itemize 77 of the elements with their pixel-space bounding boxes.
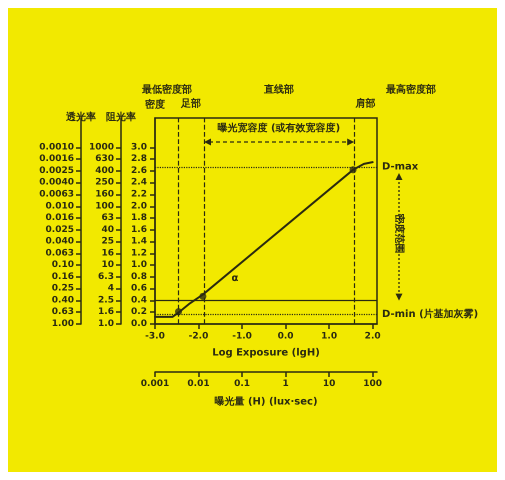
text: 25 [101, 236, 114, 247]
text: 0.01 [187, 379, 210, 389]
y-tick-label: 3.0 [131, 142, 147, 152]
text: 160 [95, 190, 114, 200]
x-tick-label: -1.0 [232, 332, 252, 342]
text: 40 [101, 224, 114, 235]
point [175, 308, 182, 316]
text: 0.025 [46, 224, 74, 235]
text: 0.063 [46, 248, 74, 258]
y-tick-label: 0.6 [131, 284, 147, 294]
text: 100 [363, 379, 382, 389]
x-tick-label: 1.0 [321, 332, 338, 342]
y-tick-label: 1.2 [131, 248, 147, 258]
text: 0.40 [52, 295, 74, 306]
y-tick-label: 2.4 [131, 178, 147, 188]
annotation: α [231, 272, 238, 284]
text: 10 [101, 260, 114, 270]
y-tick-label: 2.8 [131, 154, 147, 164]
text: 最高密度部 [385, 84, 436, 96]
text: 1.00 [52, 319, 74, 329]
text: 0.0040 [39, 178, 74, 188]
ref-line-label: D-max [382, 161, 419, 172]
point [350, 166, 357, 174]
x-axis-title: Log Exposure (lgH) [212, 348, 320, 358]
y-tick-label: 1.0 [131, 260, 147, 270]
text: 透光率 [65, 110, 96, 123]
text: 1000 [88, 142, 114, 152]
text: 1 [282, 379, 289, 389]
text: 6.3 [98, 272, 114, 282]
text: 250 [95, 178, 114, 188]
text: 0.0016 [39, 154, 74, 164]
text: 曝光量 (H) (lux·sec) [214, 396, 318, 408]
y-tick-label: 0.2 [131, 307, 147, 318]
y-tick-label: 2.0 [131, 201, 147, 212]
x-tick-label: 2.0 [364, 332, 381, 342]
y-tick-label: 2.6 [131, 166, 147, 176]
annotation: 曝光宽容度 (或有效宽容度) [218, 122, 340, 134]
y-tick-label: 2.2 [131, 190, 147, 200]
text: 阻光率 [106, 110, 136, 123]
text: 10 [322, 379, 336, 389]
text: 肩部 [354, 98, 376, 110]
text: 100 [95, 201, 114, 212]
text: 0.0010 [39, 142, 74, 152]
text: 0.10 [52, 260, 74, 270]
text: 1.6 [98, 307, 114, 318]
y-tick-label: 1.8 [131, 213, 147, 224]
text: 0.010 [46, 201, 74, 212]
text: 4 [108, 284, 114, 294]
text: 1.0 [98, 319, 114, 329]
text: 0.63 [52, 307, 74, 318]
text: 2.5 [98, 295, 114, 306]
text: 63 [101, 213, 114, 224]
text: 0.016 [46, 213, 74, 224]
text: 0.25 [52, 284, 74, 294]
point [199, 292, 206, 300]
y-axis-title: 密度 [145, 98, 165, 110]
text: 0.001 [140, 379, 170, 389]
text: 最低密度部 [140, 84, 192, 96]
text: 0.040 [46, 236, 74, 247]
x-tick-label: -3.0 [145, 332, 165, 342]
text: 400 [95, 166, 114, 176]
text: 0.0025 [39, 166, 74, 176]
text: 16 [101, 248, 114, 258]
text: 0.0063 [39, 190, 74, 200]
ref-line-label: D-min (片基加灰雾) [382, 308, 478, 320]
x-tick-label: -2.0 [188, 332, 208, 342]
text: 直线部 [262, 84, 294, 96]
y-tick-label: 0.4 [131, 295, 147, 306]
text: 0.1 [234, 379, 250, 389]
y-tick-label: 0.0 [131, 319, 147, 329]
y-tick-label: 0.8 [131, 272, 147, 282]
text: 足部 [180, 98, 202, 110]
text: 0.16 [52, 272, 74, 282]
y-tick-label: 1.6 [131, 224, 147, 235]
x-tick-label: 0.0 [278, 332, 294, 342]
text: 630 [95, 154, 114, 164]
y-tick-label: 1.4 [131, 236, 147, 247]
